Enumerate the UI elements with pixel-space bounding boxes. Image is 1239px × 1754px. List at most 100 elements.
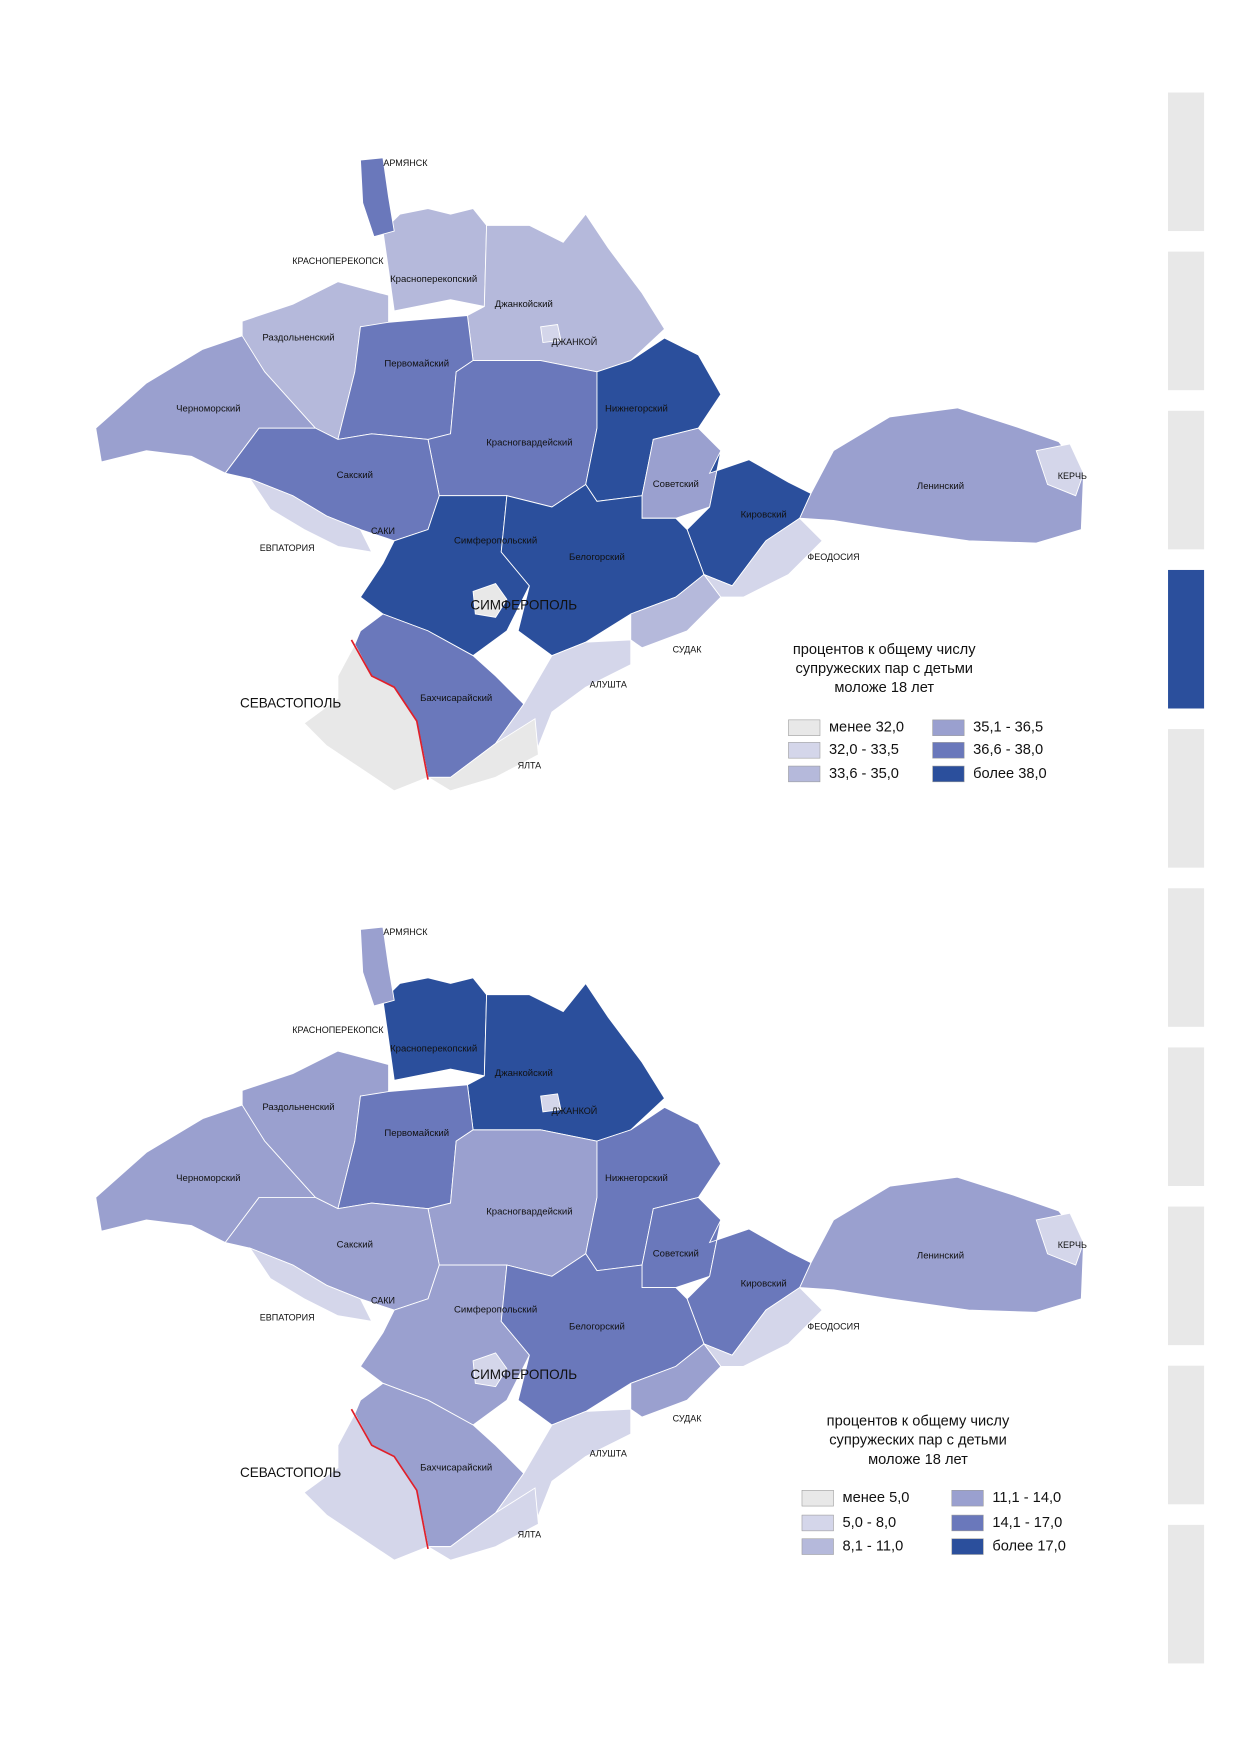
region-label: Симферопольский: [454, 1305, 537, 1316]
side-tab: [1168, 410, 1205, 550]
legend-label: 35,1 - 36,5: [973, 720, 1043, 736]
region-label: Кировский: [741, 1279, 787, 1290]
city-label: СЕВАСТОПОЛЬ: [240, 1465, 341, 1480]
region-label: Симферопольский: [454, 535, 537, 546]
legend-swatch: [932, 742, 965, 759]
region-label: Нижнегорский: [605, 1173, 668, 1184]
legend-swatch: [788, 765, 821, 783]
region-label: Советский: [653, 1248, 699, 1259]
side-tab: [1168, 1206, 1205, 1346]
region: [382, 977, 488, 1081]
city-label: ДЖАНКОЙ: [552, 1105, 598, 1116]
map: Красноперекопский Джанкойский Раздольненск…: [95, 157, 1087, 792]
city-area: [426, 1487, 539, 1561]
legend-swatch: [951, 1490, 984, 1507]
legend-swatch: [801, 1514, 834, 1532]
side-tab: [1168, 888, 1205, 1027]
side-tab: [1168, 251, 1205, 391]
city-label: АЛУШТА: [590, 679, 627, 689]
region-label: Бахчисарайский: [420, 1462, 492, 1473]
region-label: Красногвардейский: [486, 1207, 572, 1218]
legend-label: более 38,0: [973, 766, 1047, 782]
city-area: [472, 583, 508, 618]
region-label: Черноморский: [176, 404, 240, 415]
legend-swatch: [951, 1514, 984, 1532]
region: [799, 407, 1085, 544]
city-label: САКИ: [371, 526, 395, 536]
legend-title: процентов к общему числу: [827, 1413, 1010, 1429]
side-tab: [1168, 569, 1205, 709]
city-area: [359, 926, 395, 1007]
city-area: [359, 157, 395, 238]
city-label: СИМФЕРОПОЛЬ: [470, 598, 577, 613]
city-label: СУДАК: [673, 644, 703, 654]
legend-label: более 17,0: [992, 1538, 1066, 1554]
region: [382, 207, 488, 312]
city-area: [248, 477, 373, 553]
region: [799, 1176, 1085, 1313]
city-label: КРАСНОПЕРЕКОПСК: [292, 1025, 384, 1035]
region-label: Советский: [653, 479, 699, 490]
legend-label: менее 32,0: [829, 720, 904, 736]
city-label: ФЕОДОСИЯ: [807, 552, 859, 562]
side-tab: [1168, 1524, 1205, 1664]
city-area: [472, 1352, 508, 1388]
legend-swatch: [951, 1538, 984, 1555]
city-label: ЕВПАТОРИЯ: [260, 543, 315, 553]
city-area: [1035, 1212, 1085, 1266]
legend-label: 33,6 - 35,0: [829, 766, 899, 782]
region: [641, 1196, 722, 1289]
region-label: Джанкойский: [495, 299, 553, 310]
region-label: Красногвардейский: [486, 437, 572, 448]
city-label: АРМЯНСК: [383, 927, 428, 937]
sevastopol-border: [350, 1408, 429, 1550]
city-label: СИМФЕРОПОЛЬ: [470, 1367, 577, 1382]
city-label: КРАСНОПЕРЕКОПСК: [292, 256, 384, 266]
region-label: Черноморский: [176, 1173, 240, 1184]
region-label: Ленинский: [917, 1251, 964, 1262]
city-label: ЯЛТА: [518, 1530, 542, 1540]
city-area: [630, 1343, 722, 1418]
legend-swatch: [801, 1490, 834, 1507]
city-area: [426, 717, 539, 792]
region-label: Ленинский: [917, 481, 964, 492]
region: [466, 213, 666, 373]
region-label: Раздольненский: [262, 1102, 334, 1113]
city-label: КЕРЧЬ: [1058, 471, 1087, 481]
legend-swatch: [788, 719, 821, 736]
region-label: Первомайский: [384, 358, 449, 369]
side-tab: [1168, 729, 1205, 868]
city-area: [540, 324, 562, 344]
legend-title: супружеских пар с детьми: [829, 1433, 1007, 1449]
city-area: [630, 573, 722, 649]
city-label: АРМЯНСК: [383, 158, 428, 168]
legend-label: 5,0 - 8,0: [843, 1515, 897, 1531]
city-area: [248, 1247, 373, 1322]
region-label: Кировский: [741, 509, 787, 520]
side-tab: [1168, 1047, 1205, 1186]
legend-label: 36,6 - 38,0: [973, 742, 1043, 758]
legend-title: супружеских пар с детьми: [795, 661, 973, 677]
legend-swatch: [932, 719, 965, 736]
city-area: [702, 517, 823, 598]
region-label: Красноперекопский: [390, 274, 477, 285]
legend-label: 8,1 - 11,0: [843, 1538, 904, 1554]
region-label: Раздольненский: [262, 333, 334, 344]
region-label: Белогорский: [569, 1322, 625, 1333]
city-label: КЕРЧЬ: [1058, 1240, 1087, 1250]
region-label: Сакский: [337, 470, 373, 481]
city-label: ФЕОДОСИЯ: [807, 1321, 859, 1331]
legend-title: моложе 18 лет: [834, 680, 934, 696]
legend-title: процентов к общему числу: [793, 642, 976, 658]
city-area: [1035, 443, 1085, 497]
city-label: ЯЛТА: [518, 760, 542, 770]
sevastopol-border: [350, 639, 429, 780]
city-label: СУДАК: [673, 1414, 703, 1424]
legend-label: 32,0 - 33,5: [829, 742, 899, 758]
region-label: Первомайский: [384, 1128, 449, 1139]
legend-label: 11,1 - 14,0: [992, 1490, 1061, 1506]
legend-swatch: [801, 1538, 834, 1555]
legend-swatch: [788, 742, 821, 759]
region-label: Красноперекопский: [390, 1043, 477, 1054]
legend-label: менее 5,0: [843, 1490, 910, 1506]
